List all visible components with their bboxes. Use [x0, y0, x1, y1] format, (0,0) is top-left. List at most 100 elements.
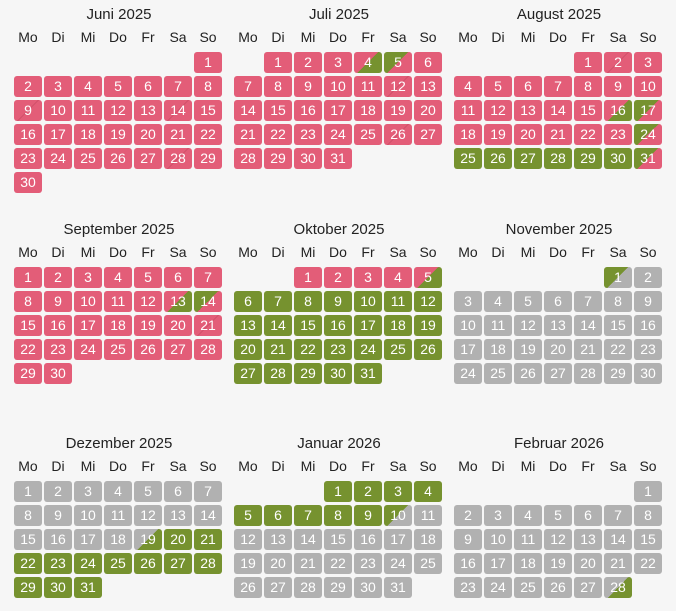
calendar-day[interactable]: 9: [354, 505, 382, 526]
calendar-day[interactable]: 11: [484, 315, 512, 336]
calendar-day[interactable]: 25: [414, 553, 442, 574]
calendar-day[interactable]: 7: [164, 76, 192, 97]
calendar-day[interactable]: 21: [544, 124, 572, 145]
calendar-day[interactable]: 13: [234, 315, 262, 336]
calendar-day[interactable]: 20: [544, 339, 572, 360]
calendar-day[interactable]: 27: [164, 553, 192, 574]
calendar-day[interactable]: 2: [324, 267, 352, 288]
calendar-day[interactable]: 1: [604, 267, 632, 288]
calendar-day[interactable]: 18: [354, 100, 382, 121]
calendar-day[interactable]: 11: [104, 291, 132, 312]
calendar-day[interactable]: 16: [44, 529, 72, 550]
calendar-day[interactable]: 18: [104, 529, 132, 550]
calendar-day[interactable]: 14: [194, 505, 222, 526]
calendar-day[interactable]: 28: [574, 363, 602, 384]
calendar-day[interactable]: 29: [264, 148, 292, 169]
calendar-day[interactable]: 20: [414, 100, 442, 121]
calendar-day[interactable]: 11: [514, 529, 542, 550]
calendar-day[interactable]: 25: [74, 148, 102, 169]
calendar-day[interactable]: 31: [324, 148, 352, 169]
calendar-day[interactable]: 21: [164, 124, 192, 145]
calendar-day[interactable]: 21: [194, 315, 222, 336]
calendar-day[interactable]: 9: [324, 291, 352, 312]
calendar-day[interactable]: 6: [164, 267, 192, 288]
calendar-day[interactable]: 8: [264, 76, 292, 97]
calendar-day[interactable]: 23: [634, 339, 662, 360]
calendar-day[interactable]: 26: [414, 339, 442, 360]
calendar-day[interactable]: 21: [604, 553, 632, 574]
calendar-day[interactable]: 25: [484, 363, 512, 384]
calendar-day[interactable]: 18: [414, 529, 442, 550]
calendar-day[interactable]: 8: [14, 291, 42, 312]
calendar-day[interactable]: 19: [234, 553, 262, 574]
calendar-day[interactable]: 3: [634, 52, 662, 73]
calendar-day[interactable]: 16: [454, 553, 482, 574]
calendar-day[interactable]: 20: [574, 553, 602, 574]
calendar-day[interactable]: 4: [454, 76, 482, 97]
calendar-day[interactable]: 23: [354, 553, 382, 574]
calendar-day[interactable]: 20: [164, 529, 192, 550]
calendar-day[interactable]: 20: [234, 339, 262, 360]
calendar-day[interactable]: 31: [74, 577, 102, 598]
calendar-day[interactable]: 18: [384, 315, 412, 336]
calendar-day[interactable]: 2: [604, 52, 632, 73]
calendar-day[interactable]: 4: [74, 76, 102, 97]
calendar-day[interactable]: 9: [634, 291, 662, 312]
calendar-day[interactable]: 19: [414, 315, 442, 336]
calendar-day[interactable]: 18: [104, 315, 132, 336]
calendar-day[interactable]: 4: [354, 52, 382, 73]
calendar-day[interactable]: 23: [324, 339, 352, 360]
calendar-day[interactable]: 22: [194, 124, 222, 145]
calendar-day[interactable]: 19: [134, 529, 162, 550]
calendar-day[interactable]: 23: [294, 124, 322, 145]
calendar-day[interactable]: 22: [264, 124, 292, 145]
calendar-day[interactable]: 30: [324, 363, 352, 384]
calendar-day[interactable]: 27: [414, 124, 442, 145]
calendar-day[interactable]: 19: [514, 339, 542, 360]
calendar-day[interactable]: 14: [574, 315, 602, 336]
calendar-day[interactable]: 4: [484, 291, 512, 312]
calendar-day[interactable]: 2: [14, 76, 42, 97]
calendar-day[interactable]: 13: [264, 529, 292, 550]
calendar-day[interactable]: 8: [194, 76, 222, 97]
calendar-day[interactable]: 10: [74, 291, 102, 312]
calendar-day[interactable]: 24: [74, 339, 102, 360]
calendar-day[interactable]: 3: [454, 291, 482, 312]
calendar-day[interactable]: 8: [14, 505, 42, 526]
calendar-day[interactable]: 19: [384, 100, 412, 121]
calendar-day[interactable]: 30: [604, 148, 632, 169]
calendar-day[interactable]: 25: [514, 577, 542, 598]
calendar-day[interactable]: 11: [104, 505, 132, 526]
calendar-day[interactable]: 17: [384, 529, 412, 550]
calendar-day[interactable]: 1: [324, 481, 352, 502]
calendar-day[interactable]: 25: [104, 339, 132, 360]
calendar-day[interactable]: 5: [414, 267, 442, 288]
calendar-day[interactable]: 29: [324, 577, 352, 598]
calendar-day[interactable]: 17: [74, 529, 102, 550]
calendar-day[interactable]: 18: [74, 124, 102, 145]
calendar-day[interactable]: 24: [354, 339, 382, 360]
calendar-day[interactable]: 27: [134, 148, 162, 169]
calendar-day[interactable]: 18: [514, 553, 542, 574]
calendar-day[interactable]: 18: [454, 124, 482, 145]
calendar-day[interactable]: 22: [324, 553, 352, 574]
calendar-day[interactable]: 22: [14, 339, 42, 360]
calendar-day[interactable]: 10: [384, 505, 412, 526]
calendar-day[interactable]: 1: [294, 267, 322, 288]
calendar-day[interactable]: 13: [164, 291, 192, 312]
calendar-day[interactable]: 23: [44, 339, 72, 360]
calendar-day[interactable]: 28: [264, 363, 292, 384]
calendar-day[interactable]: 3: [354, 267, 382, 288]
calendar-day[interactable]: 12: [134, 505, 162, 526]
calendar-day[interactable]: 13: [514, 100, 542, 121]
calendar-day[interactable]: 1: [574, 52, 602, 73]
calendar-day[interactable]: 20: [514, 124, 542, 145]
calendar-day[interactable]: 21: [294, 553, 322, 574]
calendar-day[interactable]: 28: [294, 577, 322, 598]
calendar-day[interactable]: 28: [234, 148, 262, 169]
calendar-day[interactable]: 28: [544, 148, 572, 169]
calendar-day[interactable]: 5: [484, 76, 512, 97]
calendar-day[interactable]: 3: [44, 76, 72, 97]
calendar-day[interactable]: 17: [74, 315, 102, 336]
calendar-day[interactable]: 25: [104, 553, 132, 574]
